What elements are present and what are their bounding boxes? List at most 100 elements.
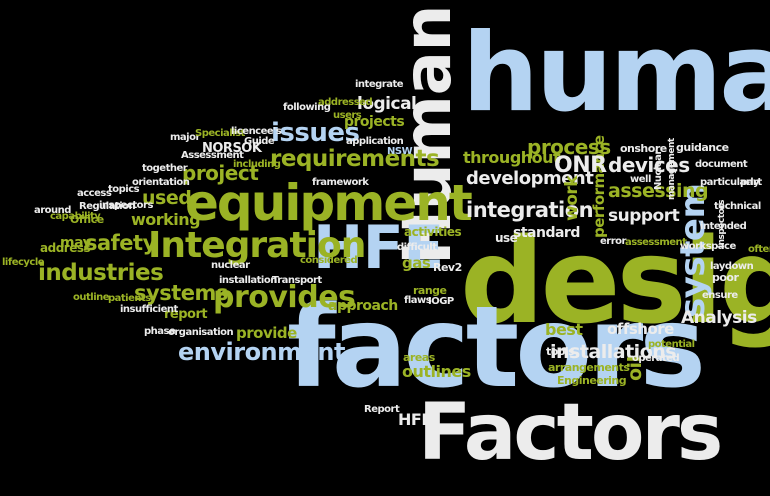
word-inspectors: inspectors [99,200,153,211]
word-Transport: Transport [272,275,322,286]
word-may: may [60,235,92,251]
word-document: document [695,159,748,170]
word-well: well [630,174,651,185]
word-working: working [131,210,201,229]
word-inspectors-vertical: inspectors [717,199,727,248]
word-logical: logical [357,94,417,114]
word-activities: activities [404,225,462,239]
word-assessing: assessing [608,180,709,202]
word-provide: provide [236,324,297,342]
word-insufficient: insufficient [120,304,178,315]
word-licencee's: licencee's [231,126,282,137]
word-provides: provides [213,280,356,315]
word-Regulation: Regulation [79,201,136,212]
word-devices: devices [608,153,690,177]
word-guidance: guidance [676,141,729,154]
word-systems: systems [134,281,228,305]
word-Office: Office [70,213,104,226]
word-arrangements: arrangements [548,361,630,374]
word-requirements: requirements [270,146,440,172]
word-factors: factors [287,283,706,413]
word-environment: environment [178,338,346,366]
word-intended: intended [700,221,747,232]
word-HFE: HFE [313,213,444,283]
word-support: support [608,206,680,226]
word-approach: approach [328,298,398,314]
word-offshore: offshore [607,320,674,338]
word-report: report [164,307,208,322]
word-safety: safety [85,231,156,255]
word-addressed: addressed [318,97,373,108]
word-tools: tools [546,345,575,358]
word-Specialist: Specialist [195,128,245,139]
word-together: together [142,163,188,174]
word-orientation: orientation [132,177,190,188]
word-flaws: flaws [404,295,432,306]
word-ONR: ONR [554,153,607,178]
word-part: part [740,177,762,188]
word-poor: poor [712,271,739,284]
word-assessment: assessment [625,237,687,248]
word-work-vertical: work [562,175,582,221]
word-NORSOK: NORSOK [202,141,262,156]
word-including: including [233,159,281,170]
word-following: following [283,102,331,113]
word-process: process [527,135,611,159]
word-major: major [170,132,200,143]
word-around: around [34,205,71,216]
word-outline: outline [73,292,110,303]
word-users: users [333,110,362,121]
word-considered: considered [300,255,358,266]
word-throughout: throughout [463,148,561,167]
word-nuclear: nuclear [211,260,250,271]
word-patients: patients [108,293,151,304]
word-issues: issues [271,118,360,148]
word-use: use [495,231,518,245]
word-outlines: outlines [402,362,471,381]
word-ensure: ensure [702,290,738,301]
word-range: range [413,284,447,297]
word-design: design [460,212,770,350]
word-Assessment: Assessment [181,150,244,161]
word-HFI: HFI [398,410,427,429]
word-projects: projects [344,114,405,130]
word-areas: areas [403,351,435,364]
word-access: access [77,188,112,199]
word-onshore: onshore [620,142,667,155]
word-topics: topics [108,184,140,195]
word-industries: industries [38,260,164,286]
word-management-vertical: management [667,138,677,200]
word-phase: phase [144,326,176,337]
word-workspace: workspace [680,241,736,252]
word-framework: framework [312,177,369,188]
word-Guide: Guide [244,136,275,147]
word-capability: capability [50,211,101,222]
word-often: often [748,244,770,255]
word-laydown: laydown [710,261,754,272]
word-organisation: organisation [168,327,234,338]
word-technical: technical [714,201,761,212]
word-gas: gas [402,254,431,272]
word-installations: installations [550,341,677,363]
word-development: development [466,168,594,189]
word-used: used [142,187,192,209]
word-address: address [40,241,91,255]
word-particularly: particularly [700,177,760,188]
word-Factors: Factors [418,388,723,478]
word-equipment: equipment [185,174,473,232]
word-application: application [346,136,404,147]
word-standard: standard [513,225,580,241]
word-Report: Report [364,404,400,415]
word-difficult: difficult [397,242,437,253]
word-Nuclear-vertical: Nuclear [653,150,664,190]
word-Rev2: Rev2 [433,261,462,274]
word-operated: operated [632,353,680,364]
word-NSW: NSW [387,146,413,157]
word-Engineering: Engineering [557,374,627,387]
word-project: project [182,161,259,185]
word-potential: potential [648,339,695,350]
word-integration: integration [466,198,594,222]
word-lifecycle: lifecycle [2,257,45,268]
word-integrate: integrate [355,79,404,90]
